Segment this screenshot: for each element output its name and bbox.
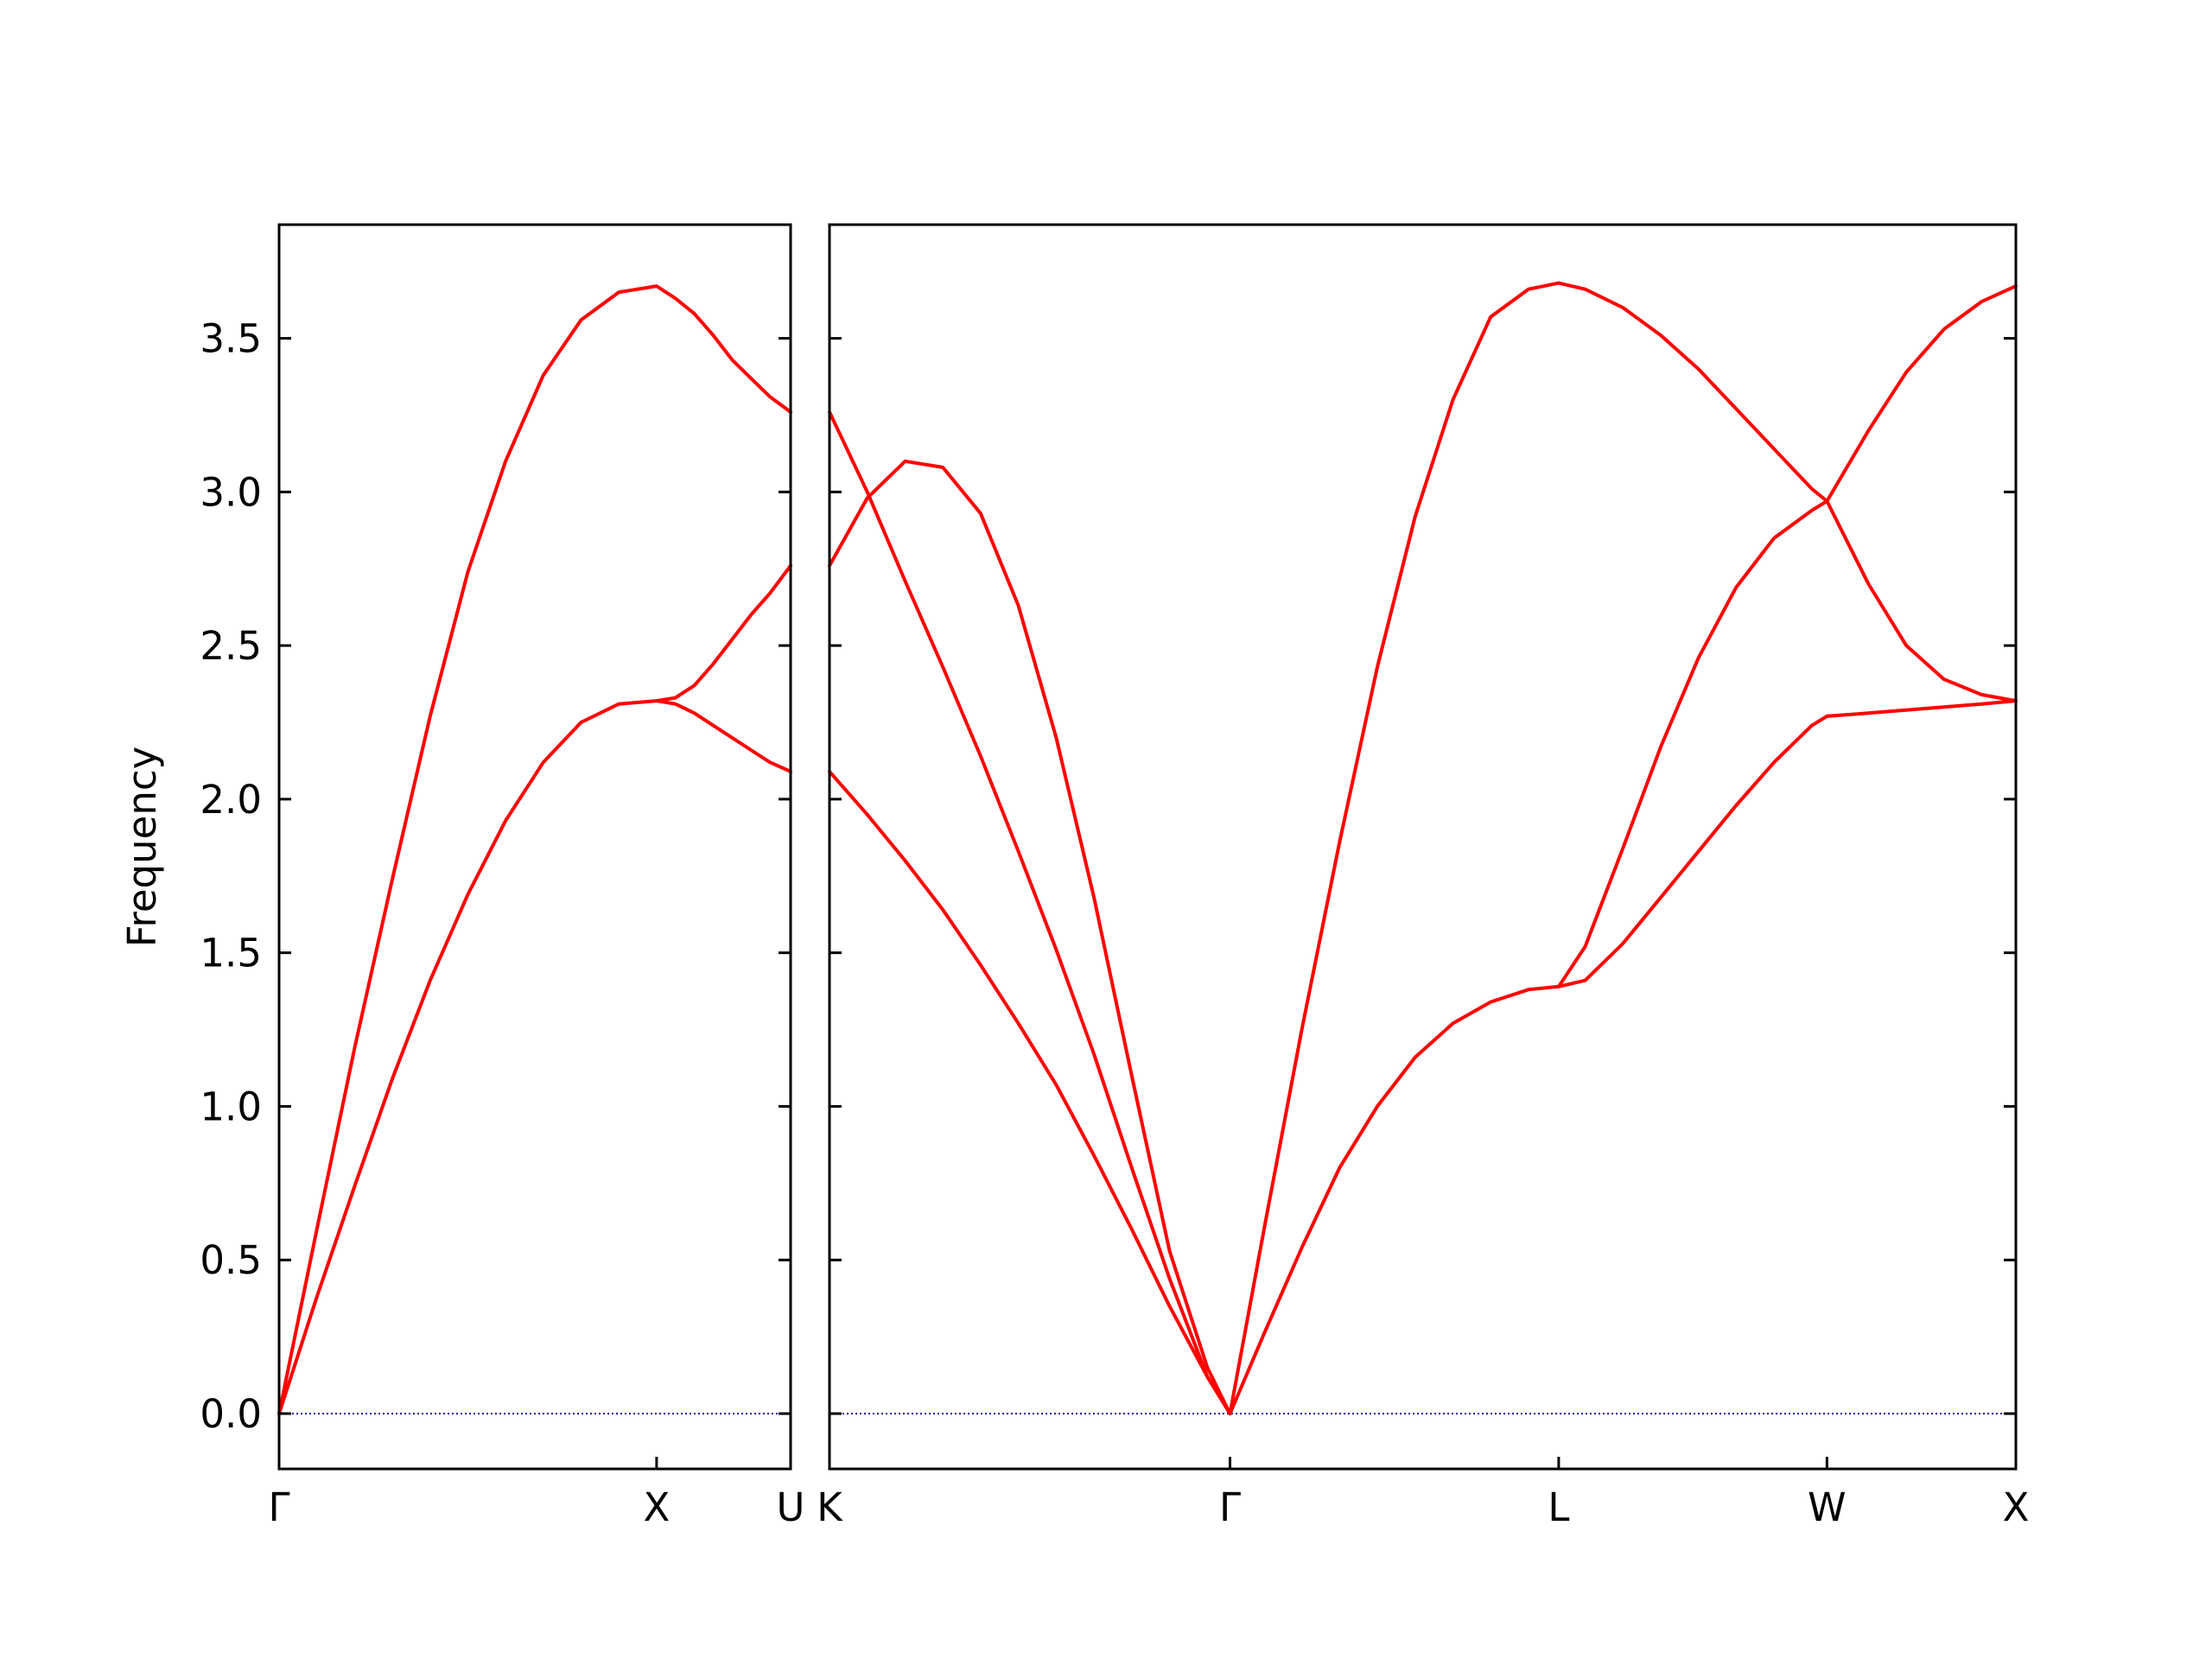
y-tick-label: 2.0 (200, 777, 262, 823)
plot-frame (277, 223, 792, 1471)
band-line (1228, 984, 1560, 1415)
y-tick-label: 3.5 (200, 316, 262, 362)
band-line (1825, 699, 2018, 718)
band-line (654, 699, 792, 773)
band-line (1825, 284, 2018, 503)
y-tick-label: 0.5 (200, 1237, 262, 1283)
x-tick-label: X (2003, 1484, 2030, 1530)
y-axis-label: Frequency (119, 747, 165, 947)
x-tick-label: X (643, 1484, 670, 1530)
band-line (828, 769, 1232, 1415)
y-tick-label: 2.5 (200, 623, 262, 669)
y-tick-label: 1.0 (200, 1084, 262, 1129)
band-line (1556, 281, 1829, 503)
x-tick-label: W (1808, 1484, 1847, 1530)
band-line (1556, 499, 1829, 988)
y-tick-label: 3.0 (200, 469, 262, 515)
panel-1: 0.0 0.5 1.0 1.5 2.0 2.5 3.0 3.5 Γ X U (200, 223, 805, 1530)
x-tick-label: L (1548, 1484, 1569, 1530)
x-tick-label: Γ (268, 1484, 289, 1530)
y-tick-label: 0.0 (200, 1391, 262, 1437)
band-line (828, 410, 1232, 1415)
band-line (277, 284, 792, 1415)
x-tick-label: Γ (1219, 1484, 1241, 1530)
band-line (1556, 714, 1829, 988)
x-tick-label: U (777, 1484, 805, 1530)
band-line (277, 563, 792, 1415)
band-line (1228, 281, 1560, 1415)
band-line (1825, 499, 2018, 703)
band-line (828, 459, 1232, 1415)
x-tick-label: K (817, 1484, 843, 1530)
plot-frame (828, 223, 2018, 1471)
y-tick-label: 1.5 (200, 931, 262, 976)
